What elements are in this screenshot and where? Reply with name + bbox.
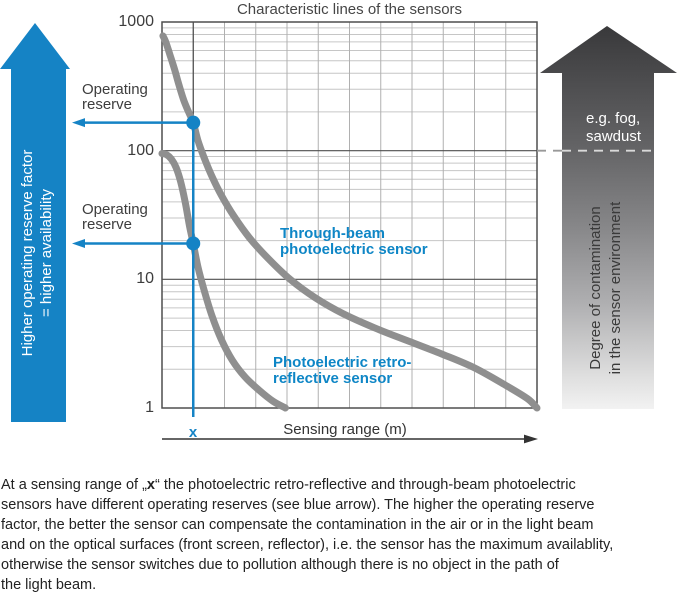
left-arrow-label-line2: = higher availability <box>38 189 55 317</box>
contamination-example-line1: e.g. fog, <box>586 110 641 127</box>
caption-line-1: At a sensing range of „x“ the photoelect… <box>1 475 689 495</box>
caption-line-6: the light beam. <box>1 577 97 593</box>
contamination-arrow-label: Degree of contamination in the sensor en… <box>586 108 628 409</box>
operating-reserve-annotation-upper: Operating reserve <box>82 81 148 113</box>
contamination-example-line2: sawdust <box>586 128 642 145</box>
caption-line-1-post: “ the photoelectric retro-reflective and… <box>154 477 576 493</box>
contamination-up-arrow-icon: e.g. fog, sawdust Degree of contaminatio… <box>540 26 677 409</box>
contamination-arrow-label-line2: in the sensor environment <box>607 201 624 375</box>
chart-title: Characteristic lines of the sensors <box>236 1 463 18</box>
operating-reserve-arrowhead-icon <box>72 118 85 128</box>
caption-line-3: factor, the better the sensor can compen… <box>1 517 594 533</box>
y-axis-tick-label: 1000 <box>118 13 154 30</box>
y-axis-tick-label: 10 <box>136 270 154 288</box>
operating-reserve-annotation-lower: Operating reserve <box>82 201 148 233</box>
left-arrow-label: Higher operating reserve factor = higher… <box>18 103 58 403</box>
caption-x-emphasis: x <box>146 477 155 493</box>
caption-line-1-pre: At a sensing range of „ <box>1 477 147 493</box>
operating-reserve-marker <box>186 115 201 130</box>
retro-reflective-curve <box>158 150 289 412</box>
plot-frame <box>161 21 538 409</box>
through-beam-sensor-label: Through-beam photoelectric sensor <box>280 225 428 258</box>
through-beam-curve <box>159 32 541 412</box>
caption-line-2: sensors have different operating reserve… <box>1 497 595 513</box>
operating-reserve-marker <box>186 236 201 251</box>
operating-reserve-arrowhead-icon <box>72 238 85 248</box>
figure-caption: At a sensing range of „x“ the photoelect… <box>1 475 689 595</box>
retro-reflective-sensor-label: Photoelectric retro-reflective sensor <box>273 354 412 387</box>
x-axis-arrowhead-icon <box>524 434 538 444</box>
contamination-example-caption: e.g. fog, sawdust <box>586 110 666 146</box>
contamination-arrow-label-line1: Degree of contamination <box>587 206 604 370</box>
higher-operating-reserve-up-arrow-icon: Higher operating reserve factor = higher… <box>0 23 70 422</box>
x-axis-label: Sensing range (m) <box>283 421 407 438</box>
x-marker-label: x <box>188 424 198 441</box>
caption-line-4: and on the optical surfaces (front scree… <box>1 537 614 553</box>
caption-line-5: otherwise the sensor switches due to pol… <box>1 557 559 573</box>
y-axis-tick-label: 1 <box>145 399 154 416</box>
y-axis-tick-label: 100 <box>127 141 154 159</box>
left-arrow-label-line1: Higher operating reserve factor <box>19 149 36 357</box>
